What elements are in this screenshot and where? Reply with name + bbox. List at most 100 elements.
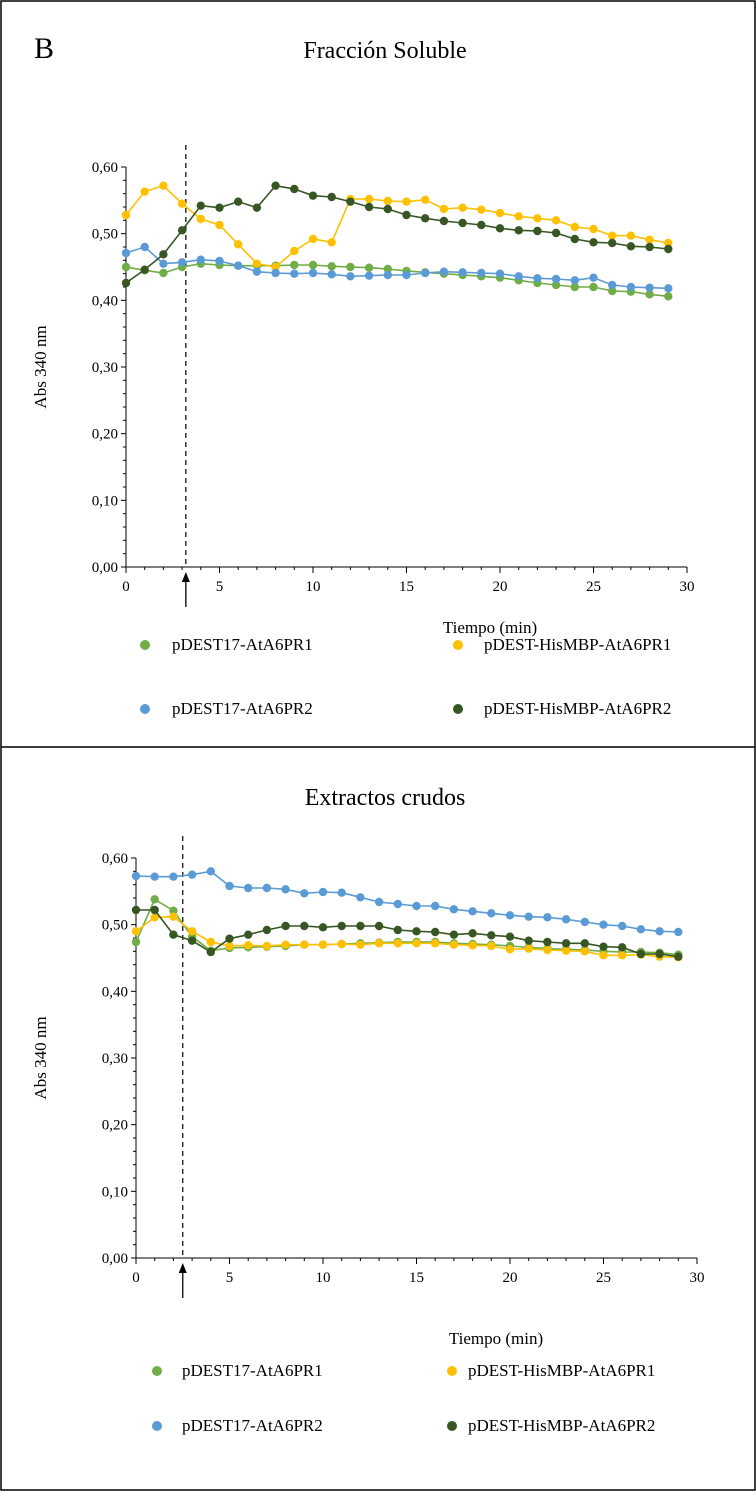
series-4-point (364, 202, 374, 212)
series-2-point (244, 941, 253, 950)
legend-label: pDEST17-AtA6PR2 (172, 699, 313, 718)
series-4-point (561, 939, 571, 948)
series-3-point (271, 268, 280, 278)
series-2-point (169, 912, 178, 921)
y-tick-label: 0,10 (92, 493, 118, 509)
series-3-point (599, 920, 608, 929)
series-2-point (431, 939, 440, 948)
series-3-point (412, 901, 421, 911)
x-tick-label: 0 (122, 579, 130, 595)
series-2-point (412, 939, 421, 948)
legend-marker (447, 1421, 457, 1431)
legend-label: pDEST17-AtA6PR1 (182, 1361, 323, 1380)
x-tick-label: 15 (409, 1270, 424, 1286)
series-4-point (458, 218, 467, 228)
x-tick-label: 10 (306, 579, 321, 595)
series-3-point (252, 267, 262, 276)
x-tick-label: 25 (596, 1270, 611, 1286)
y-tick-label: 0,30 (92, 360, 118, 376)
series-3-point (150, 872, 159, 881)
series-2-point (121, 210, 131, 220)
series-2-point (533, 214, 542, 223)
series-4-point (327, 192, 336, 202)
series-4-point (495, 224, 505, 233)
chart-title: Extractos crudos (305, 785, 466, 811)
series-4-point (636, 949, 646, 959)
series-3-point (318, 887, 328, 897)
series-4-point (196, 201, 205, 210)
series-4-point (589, 238, 598, 247)
series-4-point (318, 923, 328, 932)
series-2-point (187, 927, 197, 936)
series-2-point (300, 940, 309, 949)
series-2-point (505, 945, 515, 954)
series-3-point (458, 268, 467, 277)
series-3-point (206, 867, 215, 876)
series-2-point (196, 214, 205, 224)
series-4-point (383, 204, 392, 214)
series-4-point (393, 925, 402, 935)
y-tick-label: 0,00 (102, 1251, 128, 1267)
series-4-point (543, 937, 552, 947)
series-2-point (393, 939, 402, 948)
series-4-point (271, 181, 280, 190)
series-line-2 (125, 184, 669, 268)
series-2-point (356, 940, 365, 949)
x-tick-label: 0 (132, 1270, 140, 1286)
series-4-point (346, 197, 355, 206)
series-2-point (580, 947, 589, 956)
chart-title: Fracción Soluble (303, 38, 466, 64)
series-3-point (608, 280, 617, 290)
series-2-point (561, 946, 571, 955)
series-2-point (439, 204, 449, 214)
series-4-point (281, 921, 290, 931)
series-1-point (364, 263, 374, 272)
y-axis-label: Abs 340 nm (31, 325, 50, 408)
y-tick-label: 0,60 (92, 160, 118, 176)
series-4-point (374, 921, 384, 931)
series-2-point (337, 939, 346, 949)
series-3-point (215, 256, 224, 266)
series-4-point (187, 936, 197, 945)
series-2-point (421, 195, 430, 204)
series-2-point (374, 939, 384, 948)
series-1-point (169, 906, 178, 915)
series-2-point (234, 240, 243, 249)
series-3-point (121, 248, 131, 258)
series-3-point (177, 258, 187, 267)
legend-label: pDEST-HisMBP-AtA6PR2 (484, 699, 671, 718)
series-2-point (589, 224, 598, 234)
series-3-point (140, 242, 149, 252)
series-4-point (608, 238, 617, 248)
series-1-point (608, 286, 617, 296)
series-2-point (495, 208, 505, 218)
series-1-point (290, 260, 299, 270)
series-2-point (318, 940, 328, 949)
series-2-point (543, 945, 552, 955)
series-4-point (290, 184, 299, 194)
series-3-point (551, 274, 561, 284)
series-3-point (449, 905, 459, 914)
series-2-point (487, 941, 496, 951)
x-tick-label: 5 (216, 579, 224, 595)
series-line-4 (125, 184, 669, 284)
series-4-point (533, 226, 542, 236)
series-1-point (589, 282, 598, 292)
series-2-point (215, 220, 224, 230)
series-1-point (150, 895, 159, 904)
series-4-point (225, 934, 234, 943)
series-3-point (281, 885, 290, 894)
series-4-point (356, 921, 365, 931)
legend-marker (152, 1366, 162, 1376)
x-tick-label: 30 (680, 579, 695, 595)
y-tick-label: 0,50 (92, 227, 118, 243)
series-3-point (543, 913, 552, 922)
series-3-point (374, 897, 384, 907)
series-1-point (383, 264, 392, 274)
y-tick-label: 0,50 (102, 918, 128, 934)
panel-letter: B (34, 32, 54, 65)
series-4-point (177, 226, 187, 235)
x-axis-label: Tiempo (min) (449, 1329, 543, 1348)
series-2-point (271, 262, 280, 272)
